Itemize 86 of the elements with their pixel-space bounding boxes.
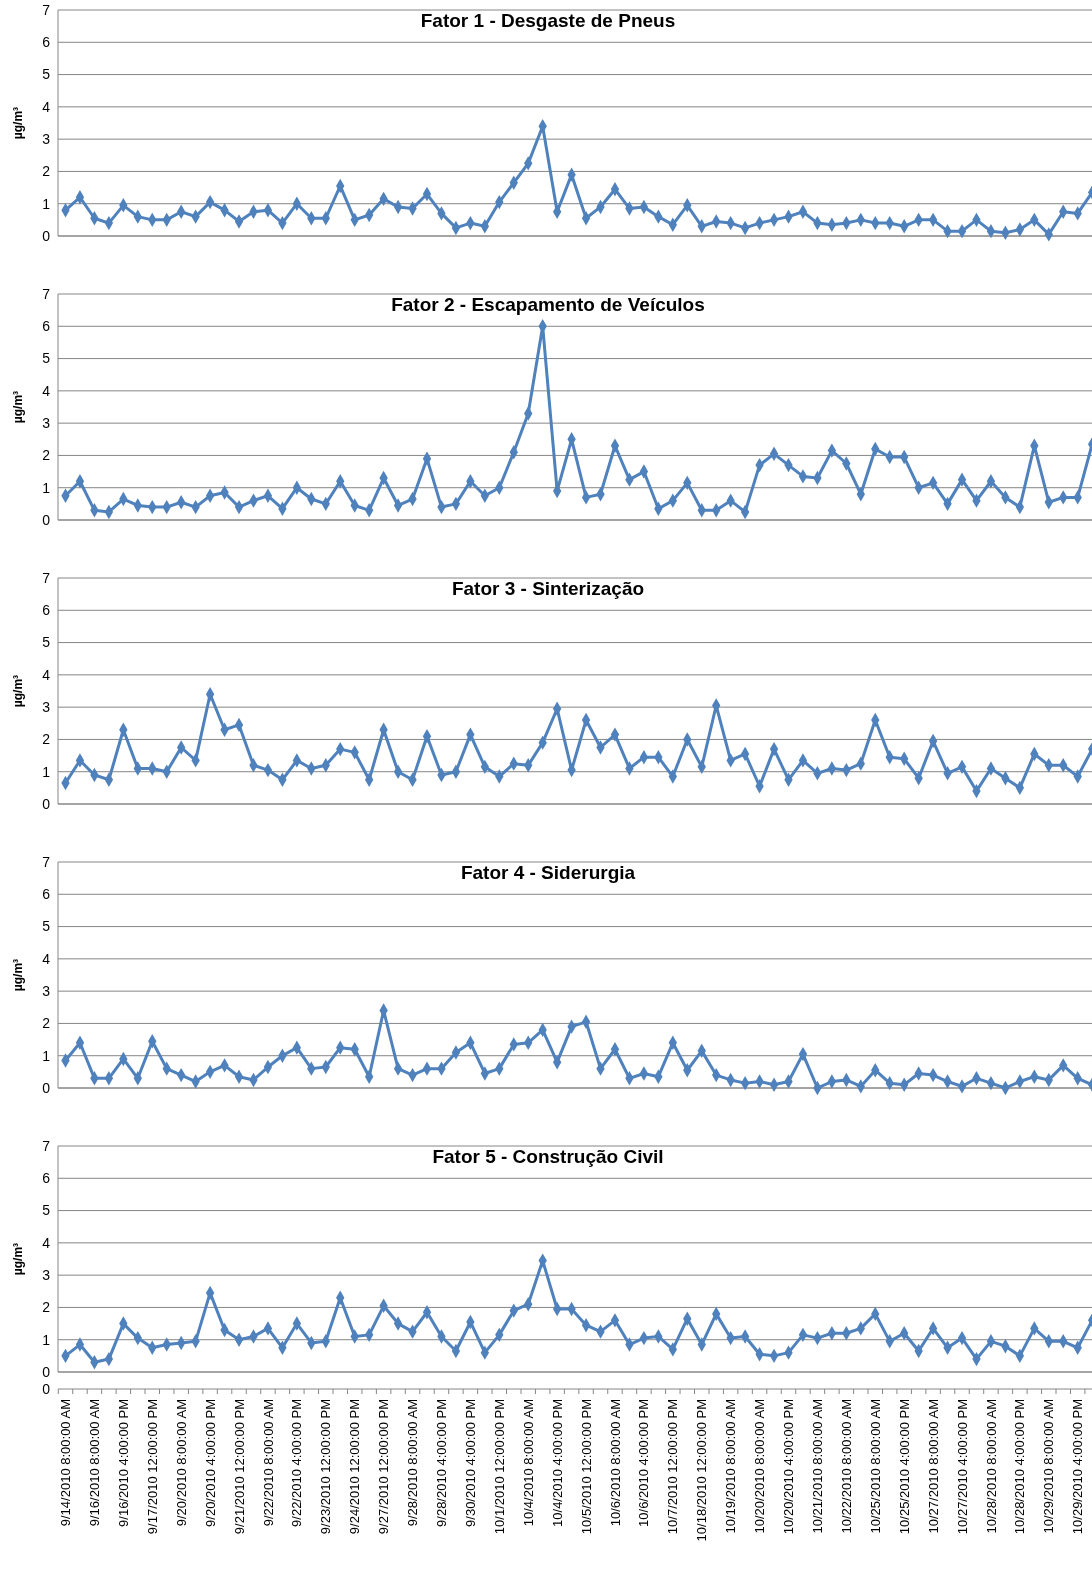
y-tick-label: 4 [42,98,51,115]
x-tick-label: 10/29/2010 4:00:00 PM [1070,1399,1086,1535]
x-tick-label: 10/19/2010 8:00:00 AM [723,1399,739,1534]
x-tick-label: 9/20/2010 4:00:00 PM [202,1399,218,1527]
x-tick-label: 9/23/2010 12:00:00 PM [318,1399,334,1535]
y-tick-label: 4 [42,666,51,683]
x-tick-label: 10/27/2010 4:00:00 PM [954,1399,970,1535]
y-tick-label: 2 [42,1299,51,1316]
y-axis-title: µg/m³ [11,106,25,140]
y-tick-label: 0 [42,511,51,528]
x-tick-label: 10/4/2010 8:00:00 AM [520,1399,536,1527]
x-tick-label: 10/27/2010 8:00:00 AM [925,1399,941,1534]
y-tick-label: 6 [42,34,51,51]
y-tick-label: 3 [42,983,51,1000]
y-tick-label: 2 [42,1015,51,1032]
y-tick-label: 6 [42,602,51,619]
x-tick-label: 9/22/2010 4:00:00 PM [289,1399,305,1527]
y-tick-label: 0 [42,1363,51,1380]
chart-title: Fator 5 - Construção Civil [432,1146,664,1167]
x-tick-label: 9/28/2010 4:00:00 PM [434,1399,450,1527]
x-tick-label: 9/17/2010 12:00:00 PM [144,1399,160,1535]
y-tick-label: 1 [42,479,51,496]
y-tick-label: 1 [42,763,51,780]
y-tick-label: 0 [42,1079,51,1096]
y-tick-label: 3 [42,1267,51,1284]
y-tick-label: 6 [42,886,51,903]
y-tick-label: 7 [42,1137,51,1154]
y-tick-label: 4 [42,382,51,399]
y-tick-label: 1 [42,195,51,212]
x-tick-label: 9/20/2010 8:00:00 AM [173,1399,189,1527]
x-tick-label: 9/16/2010 8:00:00 AM [86,1399,102,1527]
y-tick-label: 5 [42,634,51,651]
y-tick-label: 1 [42,1047,51,1064]
y-tick-label: 3 [42,415,51,432]
y-tick-label: 0 [42,795,51,812]
x-tick-label: 9/30/2010 4:00:00 PM [462,1399,478,1527]
y-tick-label: 2 [42,163,51,180]
x-tick-label: 9/27/2010 12:00:00 PM [376,1399,392,1535]
y-axis-title: µg/m³ [11,674,25,708]
x-tick-label: 10/28/2010 8:00:00 AM [983,1399,999,1534]
x-tick-label: 10/29/2010 8:00:00 AM [1041,1399,1057,1534]
y-tick-label: 5 [42,918,51,935]
y-tick-label: 4 [42,950,51,967]
x-tick-label: 10/20/2010 4:00:00 PM [781,1399,797,1535]
y-tick-label: 5 [42,1202,51,1219]
y-tick-label: 6 [42,1170,51,1187]
x-tick-label: 10/22/2010 8:00:00 AM [838,1399,854,1534]
x-tick-label: 10/28/2010 4:00:00 PM [1012,1399,1028,1535]
x-tick-label: 9/16/2010 4:00:00 PM [115,1399,131,1527]
x-tick-label: 10/5/2010 12:00:00 PM [578,1399,594,1535]
y-tick-label: 6 [42,318,51,335]
y-tick-label: 7 [42,285,51,302]
x-tick-label: 10/25/2010 4:00:00 PM [896,1399,912,1535]
x-tick-label: 10/1/2010 12:00:00 PM [491,1399,507,1535]
y-tick-label: 4 [42,1234,51,1251]
y-axis-title: µg/m³ [11,958,25,992]
x-tick-label: 10/21/2010 8:00:00 AM [809,1399,825,1534]
x-tick-label: 9/14/2010 8:00:00 AM [58,1399,74,1527]
y-tick-label: 7 [42,569,51,586]
chart-title: Fator 4 - Siderurgia [460,862,636,883]
y-tick-label: 3 [42,131,51,148]
chart-title: Fator 2 - Escapamento de Veículos [391,294,705,315]
x-tick-label: 10/7/2010 12:00:00 PM [665,1399,681,1535]
x-tick-label: 9/22/2010 8:00:00 AM [260,1399,276,1527]
y-tick-label: 0 [42,227,51,244]
x-tick-label: 10/25/2010 8:00:00 AM [867,1399,883,1534]
y-tick-label: 1 [42,1331,51,1348]
y-tick-label: 5 [42,66,51,83]
y-tick-label: 7 [42,853,51,870]
x-tick-label: 10/18/2010 12:00:00 PM [694,1399,710,1542]
y-tick-label: 2 [42,447,51,464]
x-tick-label: 9/21/2010 12:00:00 PM [231,1399,247,1535]
y-axis-title: µg/m³ [11,390,25,424]
chart-title: Fator 1 - Desgaste de Pneus [420,10,676,31]
y-tick-label: 3 [42,699,51,716]
x-tick-label: 9/24/2010 12:00:00 PM [347,1399,363,1535]
chart-title: Fator 3 - Sinterização [451,578,645,599]
x-tick-label: 10/4/2010 4:00:00 PM [549,1399,565,1527]
x-tick-label: 9/28/2010 8:00:00 AM [405,1399,421,1527]
y-tick-label: 5 [42,350,51,367]
y-axis-title: µg/m³ [11,1242,25,1276]
x-tick-label: 10/6/2010 8:00:00 AM [607,1399,623,1527]
x-tick-label: 10/20/2010 8:00:00 AM [752,1399,768,1534]
y-tick-label: 2 [42,731,51,748]
y-tick-label: 7 [42,1,51,18]
x-tick-label: 10/6/2010 4:00:00 PM [636,1399,652,1527]
